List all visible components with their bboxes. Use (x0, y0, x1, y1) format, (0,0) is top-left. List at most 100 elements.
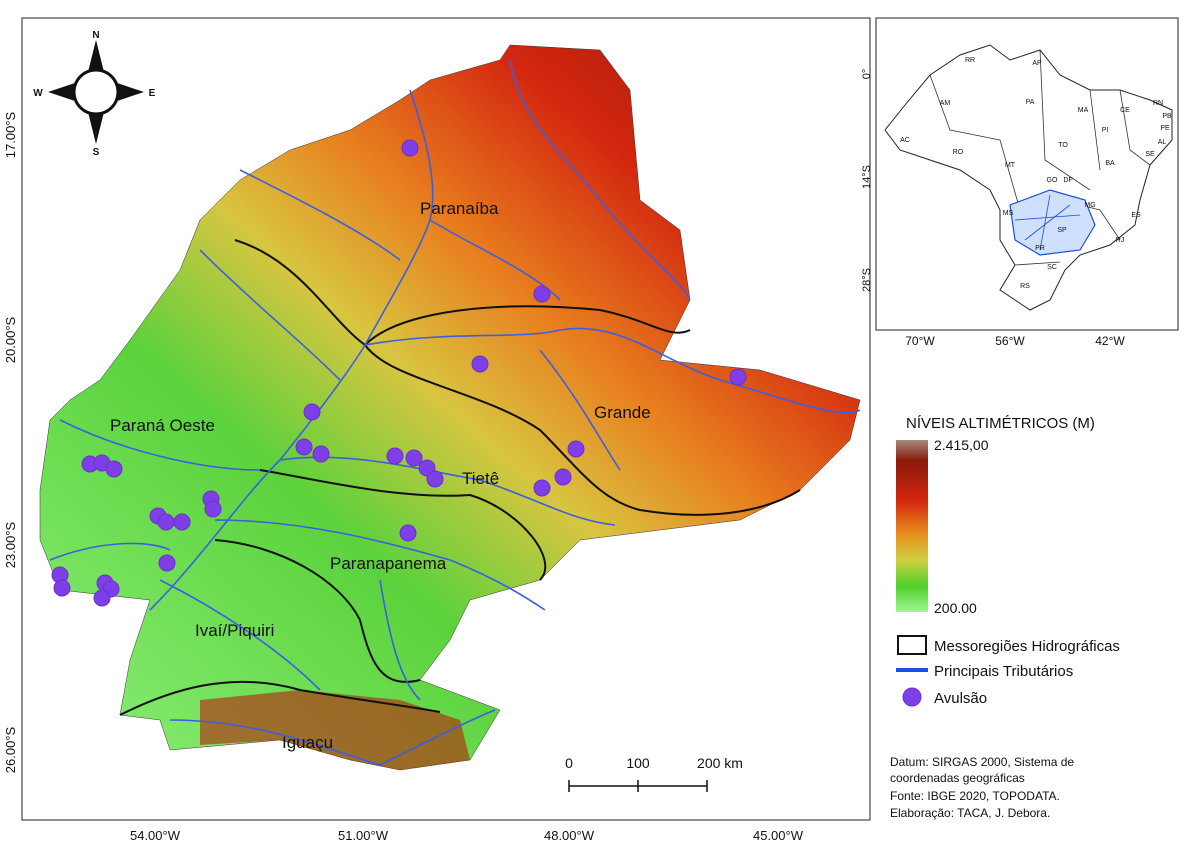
inset-lon-label: 56°W (995, 334, 1025, 348)
avulsion-point (295, 438, 313, 456)
region-label: Paraná Oeste (110, 416, 215, 435)
compass-n: N (92, 30, 99, 41)
state-label: PA (1026, 99, 1035, 106)
legend-item: Avulsão (934, 690, 987, 707)
river (239, 169, 401, 261)
avulsion-point (53, 579, 71, 597)
scale-label: 0 (565, 755, 573, 771)
avulsion-point (173, 513, 191, 531)
region-boundary (364, 344, 801, 516)
state-label: GO (1047, 177, 1058, 184)
avulsion-point (93, 589, 111, 607)
lat-label: 23.00°S (3, 521, 18, 568)
state-label: SC (1047, 264, 1057, 271)
inset-lon-label: 42°W (1095, 334, 1125, 348)
state-label: AM (940, 100, 951, 107)
lon-label: 51.00°W (338, 828, 389, 843)
compass-arrow (48, 82, 78, 102)
note-line: Datum: SIRGAS 2000, Sistema de (890, 755, 1074, 769)
lat-label: 26.00°S (3, 726, 18, 773)
compass-s: S (93, 147, 100, 158)
compass-w: W (33, 88, 43, 99)
river (364, 327, 861, 414)
avulsion-point (401, 139, 419, 157)
avulsion-point (471, 355, 489, 373)
river (149, 89, 434, 611)
avulsion-point (105, 460, 123, 478)
avulsion-point (426, 470, 444, 488)
avulsion-point (533, 479, 551, 497)
legend-title: NÍVEIS ALTIMÉTRICOS (M) (906, 415, 1095, 432)
scale-bar: 0 100 200 km (565, 755, 743, 792)
state-label: MT (1005, 162, 1016, 169)
state-label: RS (1020, 283, 1030, 290)
lon-label: 45.00°W (753, 828, 804, 843)
river (279, 456, 616, 526)
brazil-outline (884, 44, 1173, 311)
legend-item: Principais Tributários (934, 663, 1073, 680)
region-boundary (119, 680, 441, 716)
avulsion-point (399, 524, 417, 542)
state-label: RJ (1116, 237, 1125, 244)
compass-e: E (149, 88, 156, 99)
elevation-bar (896, 440, 928, 612)
note-line: Fonte: IBGE 2020, TOPODATA. (890, 789, 1060, 803)
region-boundary (234, 239, 691, 347)
avulsion-point (729, 368, 747, 386)
avulsion-point (533, 285, 551, 303)
state-label: PR (1035, 245, 1045, 252)
inset-lat-label: 14°S (861, 165, 873, 189)
state-label: AC (900, 137, 910, 144)
region-label: Paranaíba (420, 199, 499, 218)
lat-label: 17.00°S (3, 111, 18, 158)
state-label: AL (1158, 139, 1167, 146)
state-label: DF (1063, 177, 1072, 184)
state-label: PI (1102, 127, 1109, 134)
inset-lat-label: 28°S (861, 268, 873, 292)
note-line: coordenadas geográficas (890, 771, 1025, 785)
region-label: Iguaçu (282, 733, 333, 752)
state-label: PE (1160, 125, 1170, 132)
avulsion-point (312, 445, 330, 463)
inset-rivers (1014, 194, 1081, 251)
state-label: PB (1162, 113, 1172, 120)
inset-lon-label: 70°W (905, 334, 935, 348)
scale-label: 200 km (697, 755, 743, 771)
legend-swatch-point (902, 687, 922, 707)
lon-label: 54.00°W (130, 828, 181, 843)
state-label: SP (1057, 227, 1067, 234)
lat-label: 20.00°S (3, 316, 18, 363)
region-label: Grande (594, 403, 651, 422)
scale-label: 100 (626, 755, 650, 771)
state-labels: RR AP AM PA MA CE RN PB PE PI AL AC RO T… (900, 57, 1172, 290)
avulsion-point (204, 500, 222, 518)
note-line: Elaboração: TACA, J. Debora. (890, 806, 1050, 820)
inset-lat-label: 0° (861, 69, 873, 80)
state-label: RO (953, 149, 964, 156)
river (539, 349, 621, 471)
state-label: AP (1032, 60, 1042, 67)
region-boundary (259, 469, 547, 581)
compass-ring (72, 68, 120, 116)
avulsion-point (554, 468, 572, 486)
avulsion-point (567, 440, 585, 458)
state-label: RR (965, 57, 975, 64)
iguacu-relief (200, 690, 470, 770)
region-label: Paranapanema (330, 554, 447, 573)
lon-label: 48.00°W (544, 828, 595, 843)
river (169, 709, 496, 766)
state-label: MG (1084, 202, 1095, 209)
avulsion-point (157, 513, 175, 531)
legend-max: 2.415,00 (934, 437, 989, 453)
river (509, 59, 691, 301)
state-label: CE (1120, 107, 1130, 114)
legend-min: 200.00 (934, 600, 977, 616)
river (199, 249, 341, 381)
river (49, 542, 171, 561)
avulsion-point (405, 449, 423, 467)
state-label: BA (1105, 160, 1115, 167)
river (59, 419, 261, 471)
compass: N S W E (33, 30, 155, 158)
inset-basin (1009, 189, 1096, 256)
